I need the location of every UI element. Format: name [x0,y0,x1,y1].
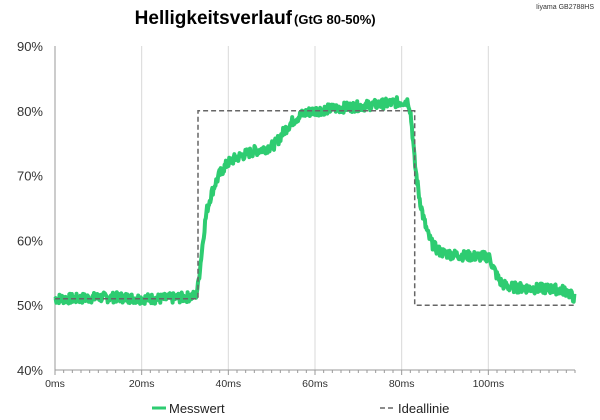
chart-legend: Messwert Ideallinie [152,401,449,416]
x-tick-label: 0ms [45,378,65,390]
chart-title: Helligkeitsverlauf [135,8,293,29]
x-tick-label: 20ms [129,378,155,390]
y-tick-label: 40% [17,363,43,378]
y-tick-label: 70% [17,169,43,184]
y-tick-label: 50% [17,298,43,313]
x-tick-label: 80ms [389,378,415,390]
y-tick-label: 90% [17,39,43,54]
chart-subtitle: (GtG 80-50%) [294,12,376,27]
y-tick-label: 80% [17,104,43,119]
chart-axes [54,46,576,375]
chart-grid [141,46,489,370]
x-tick-label: 100ms [473,378,505,390]
device-label: Iiyama GB2788HS [536,4,594,11]
y-axis-ticks: 40% 50% 60% 70% 80% 90% [17,39,43,378]
x-axis-ticks: 0ms 20ms 40ms 60ms 80ms 100ms [45,378,504,390]
chart-series [53,95,577,306]
y-tick-label: 60% [17,233,43,248]
x-tick-label: 60ms [302,378,328,390]
series-messwert [53,95,577,306]
series-ideallinie [55,110,575,306]
legend-label-messwert: Messwert [169,401,225,416]
x-tick-label: 40ms [215,378,241,390]
legend-label-ideallinie: Ideallinie [398,401,449,416]
